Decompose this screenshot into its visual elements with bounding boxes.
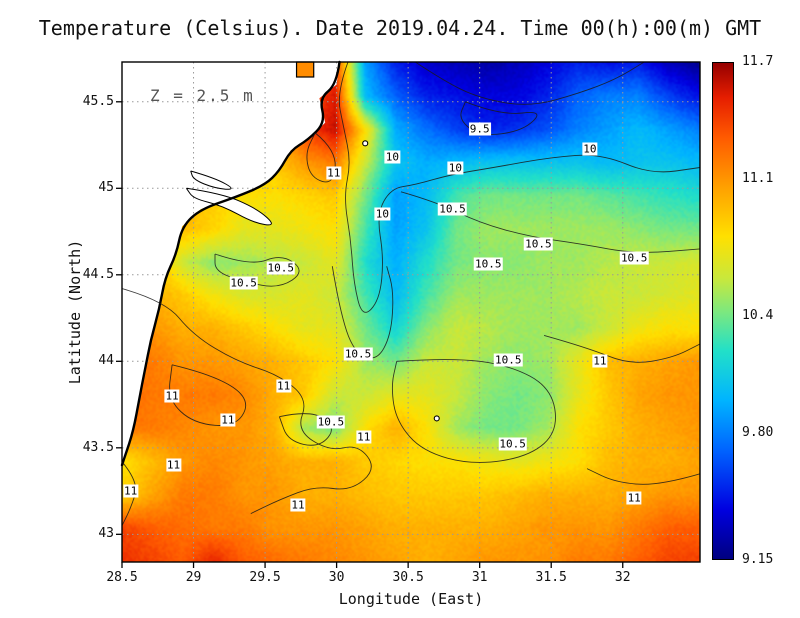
contour-line-9.5 (461, 102, 537, 135)
map-overlay (0, 0, 800, 618)
colorbar-tick-label: 9.15 (742, 552, 773, 567)
colorbar-tick-label: 11.7 (742, 54, 773, 69)
contour-line-10.5 (332, 266, 393, 358)
depth-annotation: Z = 2.5 m (150, 86, 255, 105)
land-mask (122, 62, 340, 465)
contour-line-9.5 (415, 62, 644, 104)
contour-line-10.5 (392, 360, 555, 463)
contour-line-11 (122, 462, 136, 526)
island (363, 141, 368, 146)
contour-line-11 (544, 335, 700, 362)
colorbar-tick-label: 10.4 (742, 308, 773, 323)
colorbar (712, 62, 734, 560)
contour-line-11 (587, 469, 700, 485)
contour-line-10.5 (215, 254, 299, 286)
contour-line-11 (122, 289, 371, 514)
figure: Temperature (Celsius). Date 2019.04.24. … (0, 0, 800, 618)
contour-line-11 (307, 133, 335, 182)
colorbar-gradient (713, 63, 733, 559)
contour-line-11 (170, 365, 246, 426)
colorbar-tick-label: 9.80 (742, 425, 773, 440)
island (434, 416, 439, 421)
contour-line-10.5 (401, 192, 700, 252)
contour-line-10.5 (279, 414, 331, 446)
river-inlet (297, 62, 314, 77)
colorbar-tick-label: 11.1 (742, 171, 773, 186)
